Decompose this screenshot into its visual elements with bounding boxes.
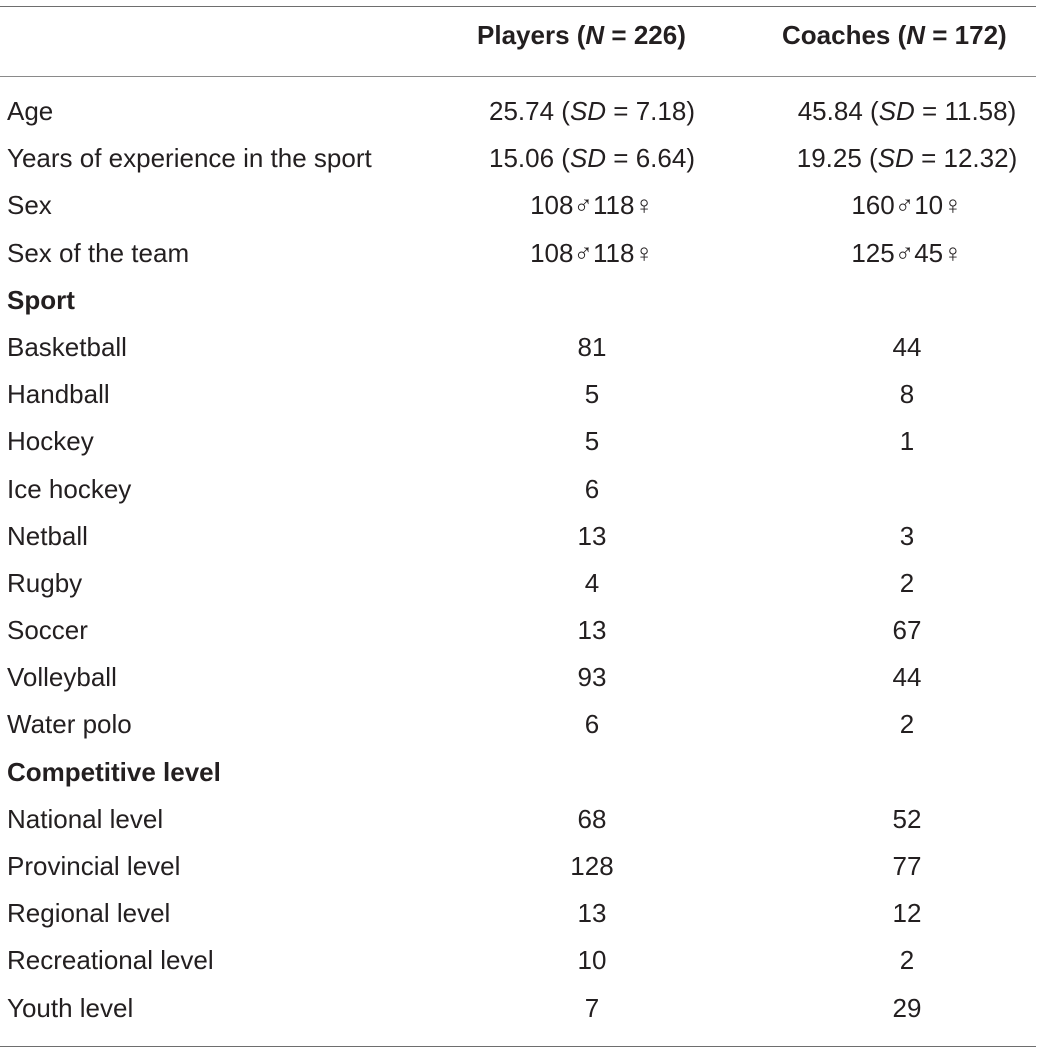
- players-value: 13: [577, 615, 607, 646]
- players-value: 4: [584, 567, 600, 598]
- players-value: 7: [584, 992, 600, 1023]
- coaches-value: 44: [892, 331, 922, 362]
- table-row: Provincial level 128 77: [0, 843, 1040, 890]
- coaches-value: 67: [892, 615, 922, 646]
- row-label: Years of experience in the sport: [7, 143, 372, 174]
- column-header-players: Players (N = 226): [477, 20, 686, 50]
- players-value: 81: [577, 331, 607, 362]
- row-label: Provincial level: [7, 851, 181, 881]
- row-label: Sex: [7, 190, 52, 221]
- row-label: Netball: [7, 520, 88, 551]
- row-label: Sex of the team: [7, 237, 190, 268]
- players-value: 108♂118♀: [530, 237, 654, 268]
- section-title: Competitive level: [7, 756, 221, 787]
- players-value: 6: [584, 709, 600, 740]
- coaches-value: 3: [899, 520, 915, 551]
- players-value: 68: [577, 803, 607, 834]
- table-row: Netball 13 3: [0, 513, 1040, 560]
- coaches-value: 19.25 (SD = 12.32): [796, 143, 1018, 174]
- players-value: 93: [577, 662, 607, 693]
- players-value: 15.06 (SD = 6.64): [488, 143, 695, 174]
- row-label: Youth level: [7, 992, 134, 1023]
- column-header-coaches: Coaches (N = 172): [782, 20, 1007, 50]
- coaches-value: 2: [899, 945, 915, 976]
- table-row: Water polo 6 2: [0, 701, 1040, 748]
- players-value: 25.74 (SD = 7.18): [488, 96, 695, 126]
- row-label: Hockey: [7, 426, 94, 457]
- table-row: Youth level 7 29: [0, 985, 1040, 1032]
- row-label: Basketball: [7, 331, 127, 362]
- table-row: Sex of the team 108♂118♀ 125♂45♀: [0, 230, 1040, 277]
- row-label: Regional level: [7, 898, 171, 929]
- table-header-rule: [0, 76, 1036, 77]
- players-value: 5: [584, 379, 600, 410]
- row-label: Water polo: [7, 709, 132, 740]
- players-value: 13: [577, 898, 607, 929]
- coaches-value: 12: [892, 898, 922, 929]
- row-label: Volleyball: [7, 662, 117, 693]
- table-row: Rugby 4 2: [0, 560, 1040, 607]
- coaches-value: 44: [892, 662, 922, 693]
- table-header-row: Players (N = 226) Coaches (N = 172): [0, 20, 1040, 64]
- coaches-value: 45.84 (SD = 11.58): [797, 96, 1017, 126]
- table-row: Volleyball 93 44: [0, 654, 1040, 701]
- table-row: Basketball 81 44: [0, 324, 1040, 371]
- players-value: 128: [570, 851, 614, 881]
- coaches-value: 77: [892, 851, 922, 881]
- players-value: 10: [577, 945, 607, 976]
- table-row: Sex 108♂118♀ 160♂10♀: [0, 182, 1040, 229]
- row-label: Recreational level: [7, 945, 214, 976]
- row-label: Soccer: [7, 615, 88, 646]
- coaches-value: 1: [899, 426, 915, 457]
- table-body: Age 25.74 (SD = 7.18) 45.84 (SD = 11.58)…: [0, 88, 1040, 1032]
- players-value: 6: [584, 473, 600, 504]
- table-row: Age 25.74 (SD = 7.18) 45.84 (SD = 11.58): [0, 88, 1040, 135]
- row-label: National level: [7, 803, 164, 834]
- table-row: National level 68 52: [0, 796, 1040, 843]
- section-heading-competitive-level: Competitive level: [0, 749, 1040, 796]
- coaches-value: 8: [899, 379, 915, 410]
- table-top-rule: [0, 6, 1036, 7]
- players-value: 108♂118♀: [530, 190, 654, 221]
- row-label: Handball: [7, 379, 110, 410]
- table-row: Soccer 13 67: [0, 607, 1040, 654]
- table-row: Ice hockey 6: [0, 466, 1040, 513]
- row-label: Age: [7, 96, 54, 126]
- table-row: Recreational level 10 2: [0, 937, 1040, 984]
- section-title: Sport: [7, 284, 75, 315]
- table-row: Regional level 13 12: [0, 890, 1040, 937]
- coaches-value: 29: [892, 992, 922, 1023]
- players-value: 13: [577, 520, 607, 551]
- coaches-value: 160♂10♀: [851, 190, 963, 221]
- players-value: 5: [584, 426, 600, 457]
- row-label: Ice hockey: [7, 473, 132, 504]
- coaches-value: 2: [899, 567, 915, 598]
- table-bottom-rule: [0, 1046, 1036, 1047]
- coaches-value: 2: [899, 709, 915, 740]
- section-heading-sport: Sport: [0, 277, 1040, 324]
- table-row: Hockey 5 1: [0, 418, 1040, 465]
- table-row: Years of experience in the sport 15.06 (…: [0, 135, 1040, 182]
- coaches-value: 125♂45♀: [851, 237, 963, 268]
- coaches-value: 52: [892, 803, 922, 834]
- table-row: Handball 5 8: [0, 371, 1040, 418]
- row-label: Rugby: [7, 567, 83, 598]
